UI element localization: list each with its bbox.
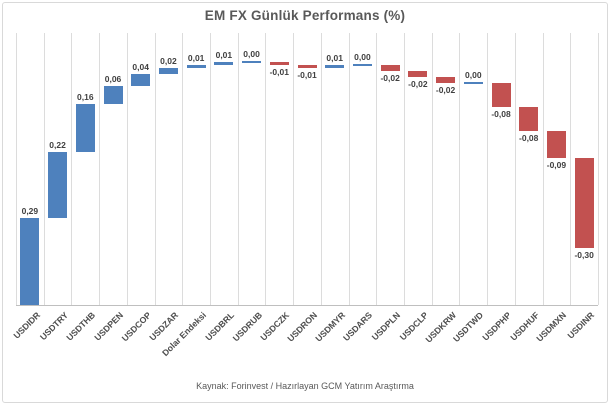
- waterfall-bar-USDMXN: [546, 131, 566, 158]
- waterfall-bar-Dolar Endeksi: [186, 65, 206, 68]
- waterfall-bar-USDBRL: [214, 62, 234, 65]
- gridline: [404, 33, 405, 305]
- bar-value-label: 0,02: [160, 56, 177, 66]
- gridline: [16, 33, 17, 305]
- waterfall-bar-USDTHB: [75, 104, 95, 152]
- bar-value-label: 0,06: [104, 74, 122, 84]
- waterfall-bar-USDPEN: [103, 86, 123, 104]
- source-note: Kaynak: Forinvest / Hazırlayan GCM Yatır…: [196, 381, 414, 391]
- gridline: [514, 33, 516, 305]
- gridline: [210, 33, 211, 305]
- bar-value-label: 0,01: [326, 53, 343, 63]
- bar-value-label: 0,29: [21, 206, 39, 216]
- bar-value-label: -0,09: [546, 160, 567, 170]
- gridline: [459, 33, 461, 305]
- gridline: [348, 33, 350, 305]
- gridline: [126, 33, 128, 305]
- bar-value-label: 0,00: [354, 52, 371, 62]
- waterfall-bar-USDIDR: [20, 218, 40, 305]
- gridline: [71, 33, 73, 305]
- waterfall-bar-USDRON: [297, 65, 317, 68]
- bar-value-label: -0,01: [297, 70, 317, 80]
- waterfall-bar-USDINR: [574, 158, 594, 248]
- waterfall-bar-USDTWD: [463, 82, 483, 84]
- waterfall-bar-USDCOP: [131, 74, 151, 86]
- bar-value-label: -0,02: [435, 85, 456, 95]
- waterfall-bar-USDRUB: [242, 61, 262, 63]
- waterfall-bar-USDPHP: [491, 83, 511, 107]
- bar-value-label: 0,00: [243, 49, 260, 59]
- bar-value-label: -0,08: [491, 109, 511, 119]
- gridline: [182, 33, 184, 305]
- gridline: [570, 33, 572, 305]
- gridline: [293, 33, 295, 305]
- waterfall-bar-USDMYR: [325, 65, 345, 68]
- gridline: [487, 33, 489, 305]
- gridline: [237, 33, 239, 305]
- bar-value-label: 0,00: [465, 70, 482, 80]
- bar-value-label: -0,08: [519, 133, 539, 143]
- bar-value-label: -0,30: [574, 250, 594, 260]
- gridline: [598, 33, 599, 305]
- gridline: [542, 33, 544, 305]
- gridline: [43, 33, 45, 305]
- gridline: [376, 33, 378, 305]
- bar-value-label: 0,01: [187, 53, 205, 63]
- waterfall-bar-USDKRW: [436, 77, 456, 83]
- bar-value-label: 0,01: [215, 50, 233, 60]
- chart-title: EM FX Günlük Performans (%): [204, 8, 406, 23]
- waterfall-bar-USDTRY: [48, 152, 68, 218]
- gridline: [265, 33, 267, 305]
- waterfall-bar-USDHUF: [519, 107, 539, 131]
- waterfall-bar-USDPLN: [380, 65, 400, 71]
- gridline: [154, 33, 156, 305]
- bar-value-label: -0,01: [269, 67, 289, 77]
- gridline: [431, 33, 433, 305]
- waterfall-bar-USDARS: [352, 64, 372, 66]
- bar-value-label: 0,22: [49, 140, 66, 150]
- waterfall-bar-USDCZK: [269, 62, 289, 65]
- bar-value-label: 0,04: [132, 62, 149, 72]
- bar-value-label: -0,02: [408, 79, 428, 89]
- x-axis-line: [16, 305, 598, 306]
- gridline: [320, 33, 322, 305]
- waterfall-bar-USDCLP: [408, 71, 428, 77]
- bar-value-label: 0,16: [77, 92, 94, 102]
- waterfall-bar-USDZAR: [158, 68, 178, 74]
- bar-value-label: -0,02: [380, 73, 400, 83]
- gridline: [99, 33, 101, 305]
